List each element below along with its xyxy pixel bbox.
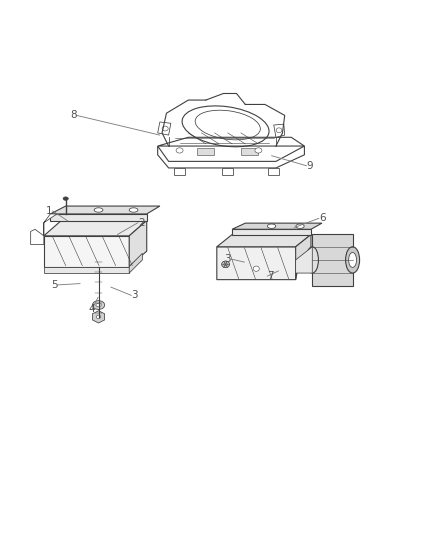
Text: 8: 8 [70, 110, 77, 120]
Ellipse shape [63, 197, 68, 200]
Text: 2: 2 [138, 217, 145, 228]
Polygon shape [312, 233, 353, 286]
Ellipse shape [94, 208, 103, 212]
Ellipse shape [92, 301, 105, 310]
Ellipse shape [276, 128, 282, 133]
Text: 6: 6 [319, 213, 325, 223]
Ellipse shape [162, 126, 168, 131]
Text: 1: 1 [46, 206, 53, 216]
Ellipse shape [224, 263, 227, 265]
Polygon shape [232, 229, 311, 235]
Polygon shape [44, 221, 147, 236]
Polygon shape [129, 253, 142, 273]
Text: 4: 4 [88, 304, 95, 314]
Polygon shape [268, 168, 279, 174]
Polygon shape [50, 206, 160, 214]
Polygon shape [44, 266, 129, 273]
Polygon shape [217, 235, 311, 247]
Ellipse shape [296, 224, 304, 229]
Bar [197, 148, 214, 155]
Polygon shape [296, 235, 311, 280]
Ellipse shape [222, 261, 230, 268]
Text: 3: 3 [225, 254, 231, 264]
Ellipse shape [267, 224, 276, 229]
Polygon shape [232, 223, 322, 229]
Text: 3: 3 [131, 290, 138, 301]
Text: 5: 5 [51, 280, 58, 290]
Polygon shape [50, 214, 147, 221]
Ellipse shape [129, 208, 138, 212]
Polygon shape [274, 124, 285, 138]
Polygon shape [31, 229, 44, 245]
Text: 9: 9 [307, 161, 313, 171]
Ellipse shape [306, 247, 318, 273]
Ellipse shape [253, 266, 259, 271]
Ellipse shape [96, 315, 101, 319]
Ellipse shape [349, 253, 357, 268]
Polygon shape [44, 236, 129, 266]
Ellipse shape [96, 303, 101, 307]
Polygon shape [222, 168, 233, 174]
Polygon shape [158, 122, 171, 135]
Bar [241, 148, 258, 155]
Polygon shape [129, 221, 147, 266]
Ellipse shape [176, 148, 183, 153]
Ellipse shape [346, 247, 360, 273]
Polygon shape [174, 168, 185, 174]
Text: 7: 7 [267, 271, 274, 281]
Polygon shape [92, 311, 105, 323]
Polygon shape [44, 214, 57, 236]
Polygon shape [217, 247, 298, 280]
Polygon shape [296, 247, 312, 273]
Ellipse shape [255, 148, 262, 153]
